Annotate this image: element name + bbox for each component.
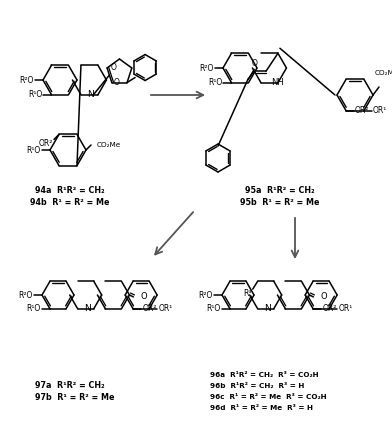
Text: OR¹: OR¹ bbox=[158, 304, 172, 313]
Text: O: O bbox=[320, 292, 327, 301]
Text: OR²: OR² bbox=[39, 139, 53, 148]
Text: NH: NH bbox=[271, 78, 284, 87]
Text: N: N bbox=[87, 90, 94, 99]
Text: 94b  R¹ = R² = Me: 94b R¹ = R² = Me bbox=[30, 197, 110, 206]
Text: R¹O: R¹O bbox=[27, 304, 41, 313]
Text: CO₂Me: CO₂Me bbox=[375, 70, 392, 76]
Text: O: O bbox=[140, 292, 147, 301]
Text: CO₂Me: CO₂Me bbox=[97, 142, 121, 148]
Text: OR²: OR² bbox=[142, 304, 156, 313]
Text: 94a  R¹R² = CH₂: 94a R¹R² = CH₂ bbox=[35, 185, 105, 194]
Text: 95a  R¹R² = CH₂: 95a R¹R² = CH₂ bbox=[245, 185, 315, 194]
Text: R²O: R²O bbox=[20, 75, 34, 84]
Text: 97b  R¹ = R² = Me: 97b R¹ = R² = Me bbox=[35, 392, 114, 401]
Text: O: O bbox=[114, 77, 120, 86]
Text: 96b  R¹R² = CH₂  R³ = H: 96b R¹R² = CH₂ R³ = H bbox=[210, 383, 304, 389]
Text: O: O bbox=[111, 63, 117, 72]
Text: OR²: OR² bbox=[355, 106, 369, 115]
Text: OR¹: OR¹ bbox=[373, 106, 387, 115]
Text: R¹O: R¹O bbox=[208, 78, 223, 87]
Text: N: N bbox=[264, 304, 271, 313]
Text: R³: R³ bbox=[243, 288, 252, 297]
Text: R¹O: R¹O bbox=[27, 146, 41, 155]
Text: R¹O: R¹O bbox=[28, 90, 42, 99]
Text: 95b  R¹ = R² = Me: 95b R¹ = R² = Me bbox=[240, 197, 320, 206]
Text: N: N bbox=[84, 304, 91, 313]
Text: R²O: R²O bbox=[200, 63, 214, 72]
Text: OR²: OR² bbox=[322, 304, 336, 313]
Text: 96c  R¹ = R² = Me  R³ = CO₂H: 96c R¹ = R² = Me R³ = CO₂H bbox=[210, 394, 327, 400]
Text: O: O bbox=[252, 59, 258, 68]
Text: OR¹: OR¹ bbox=[338, 304, 352, 313]
Text: 96a  R¹R² = CH₂  R³ = CO₂H: 96a R¹R² = CH₂ R³ = CO₂H bbox=[210, 372, 319, 378]
Text: 96d  R¹ = R² = Me  R³ = H: 96d R¹ = R² = Me R³ = H bbox=[210, 405, 313, 411]
Text: 97a  R¹R² = CH₂: 97a R¹R² = CH₂ bbox=[35, 380, 105, 389]
Text: R²O: R²O bbox=[19, 291, 33, 300]
Text: R²O: R²O bbox=[199, 291, 213, 300]
Text: R¹O: R¹O bbox=[207, 304, 221, 313]
